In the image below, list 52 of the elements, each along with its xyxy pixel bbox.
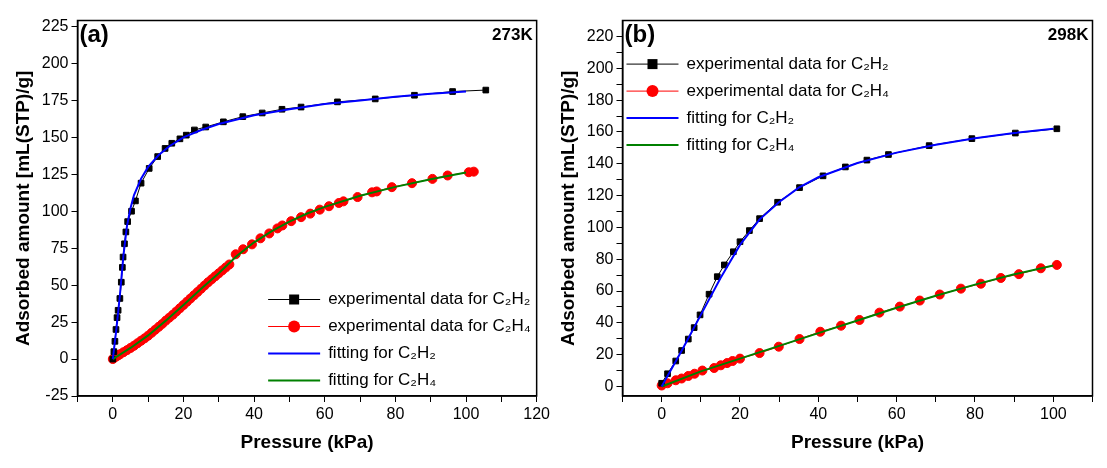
chart-title: (b) xyxy=(624,20,656,48)
y-tick-label: 20 xyxy=(595,345,614,363)
x-tick-label: 120 xyxy=(523,405,551,423)
legend-label: experimental data for C₂H₄ xyxy=(686,80,890,100)
x-tick-label: 20 xyxy=(731,405,749,423)
x-tick-label: 0 xyxy=(108,405,118,423)
y-tick-label: 100 xyxy=(41,201,69,219)
annotation: 298K xyxy=(1047,24,1090,44)
x-axis-title: Pressure (kPa) xyxy=(240,430,374,452)
y-tick-label: 200 xyxy=(586,58,614,76)
x-tick-label: 20 xyxy=(174,405,193,423)
y-tick-label: 60 xyxy=(595,281,614,299)
annotation: 273K xyxy=(492,24,534,44)
y-tick-label: 180 xyxy=(586,90,614,108)
y-tick-label: 120 xyxy=(586,185,614,203)
x-tick-label: 60 xyxy=(887,405,906,423)
x-tick-label: 100 xyxy=(1039,405,1067,423)
y-tick-label: 0 xyxy=(604,376,614,394)
x-tick-label: 60 xyxy=(315,405,334,423)
y-tick-label: 160 xyxy=(586,122,614,140)
legend-label: experimental data for C₂H₂ xyxy=(686,53,889,73)
x-tick-label: 0 xyxy=(657,405,667,423)
x-tick-label: 40 xyxy=(245,405,264,423)
legend-label: fitting for C₂H₂ xyxy=(686,107,795,127)
y-tick-label: 80 xyxy=(595,249,614,267)
y-tick-label: 50 xyxy=(50,275,69,293)
legend-label: fitting for C₂H₄ xyxy=(686,134,795,154)
y-tick-label: 175 xyxy=(41,90,69,108)
x-axis-title: Pressure (kPa) xyxy=(790,430,925,452)
y-tick-label: 100 xyxy=(586,217,614,235)
y-tick-label: -25 xyxy=(45,386,69,404)
y-tick-label: 75 xyxy=(50,238,69,256)
legend-label: fitting for C₂H₂ xyxy=(328,343,436,363)
y-tick-label: 140 xyxy=(586,154,614,172)
y-tick-label: 0 xyxy=(59,349,69,367)
y-axis-title: Adsorbed amount [mL(STP)/g] xyxy=(11,70,33,347)
y-tick-label: 150 xyxy=(41,127,69,145)
x-tick-label: 80 xyxy=(966,405,984,423)
chart-title: (a) xyxy=(79,20,109,48)
x-tick-label: 80 xyxy=(386,405,405,423)
y-tick-label: 40 xyxy=(595,313,614,331)
legend-label: experimental data for C₂H₄ xyxy=(328,316,531,336)
x-tick-label: 100 xyxy=(452,405,480,423)
x-tick-label: 40 xyxy=(809,405,828,423)
y-tick-label: 25 xyxy=(50,312,69,330)
legend-label: fitting for C₂H₄ xyxy=(328,370,437,390)
y-tick-label: 220 xyxy=(586,26,614,44)
y-tick-label: 225 xyxy=(41,16,69,34)
y-axis-title: Adsorbed amount [mL(STP)/g] xyxy=(556,70,578,347)
y-tick-label: 200 xyxy=(41,53,69,71)
y-tick-label: 125 xyxy=(41,164,69,182)
legend-label: experimental data for C₂H₂ xyxy=(328,289,531,309)
